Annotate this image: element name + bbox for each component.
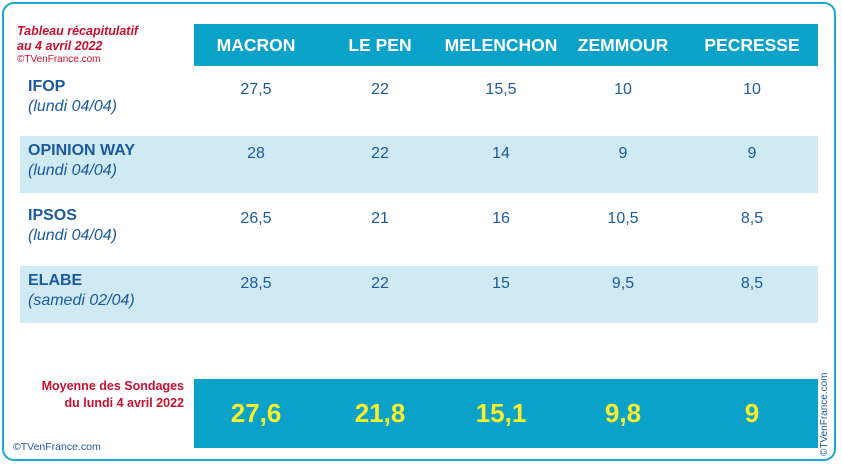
value-melenchon: 15,5 [485, 81, 517, 98]
average-bar: 27,6 21,8 15,1 9,8 9 [194, 379, 818, 448]
average-le-pen: 21,8 [354, 398, 406, 428]
average-label-line-2: du lundi 4 avril 2022 [64, 396, 185, 410]
value-zemmour: 9,5 [611, 275, 635, 292]
value-pecresse: 10 [743, 81, 761, 98]
title-line-1: Tableau récapitulatif [17, 24, 139, 38]
poll-date: (lundi 04/04) [28, 98, 117, 115]
value-le-pen: 21 [371, 210, 389, 227]
value-pecresse: 8,5 [740, 275, 764, 292]
candidate-header: MACRON LE PEN MELENCHON ZEMMOUR PECRESSE [194, 24, 818, 66]
value-macron: 28,5 [240, 275, 272, 292]
pollster-name: IPSOS [28, 207, 77, 224]
column-header-le-pen: LE PEN [348, 35, 412, 55]
column-header-macron: MACRON [216, 35, 296, 55]
table-row-elabe: ELABE (samedi 02/04) 28,5 22 15 9,5 8,5 [20, 266, 818, 323]
table-row-opinion-way: OPINION WAY (lundi 04/04) 28 22 14 9 9 [20, 136, 818, 193]
average-pecresse: 9 [744, 398, 760, 428]
table-row-ifop: IFOP (lundi 04/04) 27,5 22 15,5 10 10 [20, 72, 818, 129]
value-pecresse: 8,5 [740, 210, 764, 227]
poll-date: (lundi 04/04) [28, 227, 117, 244]
value-le-pen: 22 [371, 145, 389, 162]
pollster-name: OPINION WAY [28, 142, 135, 159]
value-melenchon: 15 [492, 275, 510, 292]
table-row-ipsos: IPSOS (lundi 04/04) 26,5 21 16 10,5 8,5 [20, 201, 818, 258]
column-header-pecresse: PECRESSE [704, 35, 800, 55]
average-label-line-1: Moyenne des Sondages [41, 379, 184, 393]
title-block: Tableau récapitulatif au 4 avril 2022 ©T… [17, 24, 138, 66]
copyright-vertical: ©TVenFrance.com [819, 372, 830, 456]
poll-date: (samedi 02/04) [28, 292, 135, 309]
value-macron: 26,5 [240, 210, 272, 227]
column-header-melenchon: MELENCHON [444, 35, 558, 55]
pollster-name: ELABE [28, 272, 83, 289]
value-melenchon: 16 [492, 210, 510, 227]
poll-date: (lundi 04/04) [28, 162, 117, 179]
copyright-bottom: ©TVenFrance.com [13, 441, 101, 453]
average-zemmour: 9,8 [604, 398, 642, 428]
value-le-pen: 22 [371, 81, 389, 98]
value-macron: 28 [247, 145, 265, 162]
value-melenchon: 14 [492, 145, 510, 162]
title-copyright: ©TVenFrance.com [17, 54, 101, 65]
value-zemmour: 10 [614, 81, 632, 98]
copyright-vertical-container: ©TVenFrance.com [818, 360, 834, 460]
value-macron: 27,5 [240, 81, 272, 98]
pollster-name: IFOP [28, 78, 66, 95]
title-line-2: au 4 avril 2022 [17, 39, 103, 53]
column-header-zemmour: ZEMMOUR [577, 35, 669, 55]
value-zemmour: 10,5 [607, 210, 639, 227]
value-zemmour: 9 [618, 145, 628, 162]
value-le-pen: 22 [371, 275, 389, 292]
average-melenchon: 15,1 [475, 398, 527, 428]
average-label: Moyenne des Sondages du lundi 4 avril 20… [10, 378, 184, 412]
value-pecresse: 9 [747, 145, 757, 162]
average-macron: 27,6 [230, 398, 282, 428]
